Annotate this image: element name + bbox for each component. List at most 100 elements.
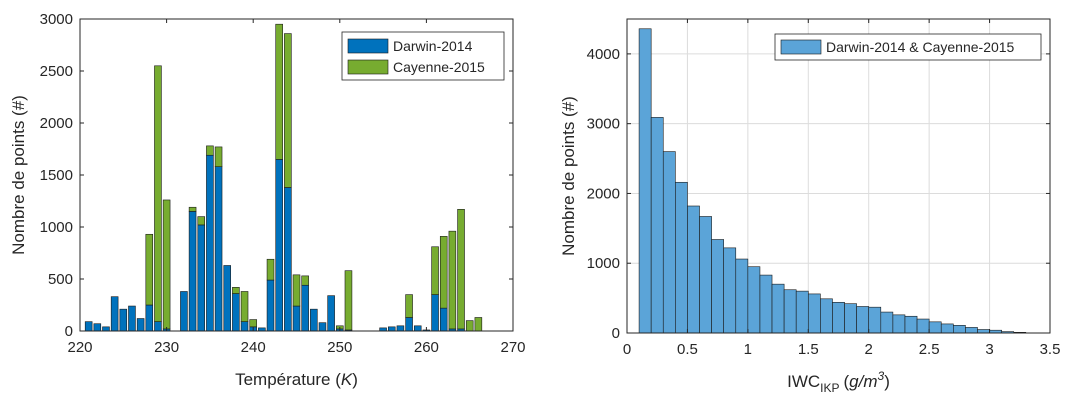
bar-darwin-238	[232, 293, 240, 332]
bar-darwin-242	[266, 279, 275, 332]
histogram-bar-2	[662, 151, 676, 334]
y-tick-label: 2500	[40, 63, 73, 80]
bar-darwin-234	[197, 224, 206, 332]
bar-darwin-246	[301, 284, 309, 332]
y-tick-label: 2000	[587, 185, 620, 202]
bar-cayenne-236	[214, 146, 223, 167]
bar-cayenne-229	[154, 65, 162, 322]
histogram-bar-5	[699, 216, 712, 334]
bar-cayenne-266	[474, 317, 483, 332]
histogram-bar-21	[892, 314, 906, 334]
right-x-axis-title: IWCIKP (g/m3)	[787, 369, 890, 395]
bar-darwin-239	[240, 321, 249, 332]
y-tick-label: 1000	[587, 255, 620, 272]
x-tick-label: 1.5	[798, 341, 819, 358]
histogram-bar-20	[880, 311, 894, 334]
histogram-bar-3	[675, 181, 688, 334]
y-tick-label: 3000	[587, 116, 620, 133]
bar-darwin-228	[145, 304, 154, 332]
bar-cayenne-264	[457, 209, 465, 330]
histogram-bar-4	[687, 205, 700, 334]
bar-cayenne-258	[405, 294, 413, 318]
bar-darwin-257	[396, 325, 405, 332]
x-tick-label: 0	[623, 341, 631, 358]
histogram-bar-14	[807, 293, 821, 334]
histogram-bar-10	[759, 274, 773, 334]
bar-darwin-227	[136, 318, 145, 332]
x-tick-label: 1	[744, 341, 752, 358]
left-x-axis-title: Température (K)	[235, 370, 358, 389]
bar-cayenne-244	[284, 33, 292, 188]
left-bars	[84, 23, 483, 332]
bar-darwin-233	[188, 211, 197, 332]
bar-darwin-224	[110, 296, 119, 332]
histogram-bar-19	[868, 306, 882, 334]
legend-label: Cayenne-2015	[393, 59, 485, 75]
y-tick-label: 1500	[40, 167, 73, 184]
y-tick-label: 0	[612, 325, 620, 342]
y-tick-label: 1000	[40, 219, 73, 236]
bar-cayenne-265	[465, 320, 474, 332]
bar-cayenne-246	[301, 275, 309, 286]
bar-darwin-232	[180, 291, 188, 332]
bar-darwin-245	[292, 305, 301, 332]
right-y-axis-title: Nombre de points (#)	[559, 96, 578, 256]
legend-label: Darwin-2014	[393, 38, 473, 54]
bar-darwin-223	[102, 326, 110, 332]
histogram-bar-15	[820, 298, 833, 334]
x-tick-label: 250	[327, 339, 352, 356]
bar-cayenne-251	[344, 270, 353, 331]
x-tick-label: 2	[865, 341, 873, 358]
x-tick-label: 0.5	[677, 341, 698, 358]
bar-cayenne-245	[292, 274, 301, 307]
histogram-bar-27	[965, 327, 978, 334]
histogram-bar-1	[650, 117, 664, 334]
legend-swatch	[780, 39, 822, 55]
y-tick-label: 3000	[40, 11, 73, 28]
y-tick-label: 500	[48, 271, 73, 288]
histogram-bar-8	[735, 258, 749, 334]
bar-darwin-236	[214, 166, 223, 332]
histogram-bar-9	[747, 266, 761, 334]
bar-cayenne-239	[240, 291, 249, 322]
y-tick-label: 4000	[587, 46, 620, 63]
y-tick-label: 2000	[40, 115, 73, 132]
left-legend: Darwin-2014 Cayenne-2015	[341, 31, 505, 81]
bar-darwin-258	[405, 317, 413, 332]
bar-cayenne-228	[145, 233, 154, 306]
histogram-bar-23	[916, 318, 930, 334]
histogram-bar-0	[638, 28, 652, 334]
bar-cayenne-261	[431, 246, 439, 295]
bar-cayenne-242	[266, 258, 275, 281]
bar-cayenne-230	[162, 199, 171, 330]
legend-swatch	[347, 38, 389, 54]
right-chart: 0 0.5 1 1.5 2 2.5 3 3.5 0 1000 2000 3000 4000 IWCIKP…	[559, 18, 1060, 395]
bar-darwin-222	[93, 323, 102, 332]
bar-cayenne-234	[197, 216, 206, 226]
bar-cayenne-238	[232, 287, 240, 294]
bar-darwin-243	[275, 159, 283, 332]
legend-label: Darwin-2014 & Cayenne-2015	[826, 39, 1015, 55]
x-tick-label: 3	[985, 341, 993, 358]
left-chart: 220 230 240 250 260 270 0 500 1000 1500 2000 2500 30…	[9, 11, 526, 389]
bar-darwin-237	[223, 265, 231, 332]
y-tick-label: 0	[65, 323, 73, 340]
histogram-bar-6	[711, 239, 724, 334]
x-tick-label: 270	[500, 339, 525, 356]
histogram-bar-18	[856, 306, 870, 334]
histogram-bar-17	[844, 303, 857, 334]
bar-darwin-256	[387, 326, 396, 332]
bar-darwin-226	[128, 305, 136, 332]
bar-darwin-247	[310, 308, 318, 332]
histogram-bar-24	[928, 321, 942, 334]
histogram-bar-28	[977, 329, 990, 334]
x-tick-label: 2.5	[919, 341, 940, 358]
bar-cayenne-240	[249, 319, 257, 328]
x-tick-label: 260	[414, 339, 439, 356]
bar-darwin-261	[431, 294, 439, 332]
histogram-bar-16	[832, 301, 845, 334]
right-plot-frame	[626, 18, 1051, 334]
histogram-bar-7	[723, 247, 737, 334]
legend-swatch	[347, 59, 389, 75]
